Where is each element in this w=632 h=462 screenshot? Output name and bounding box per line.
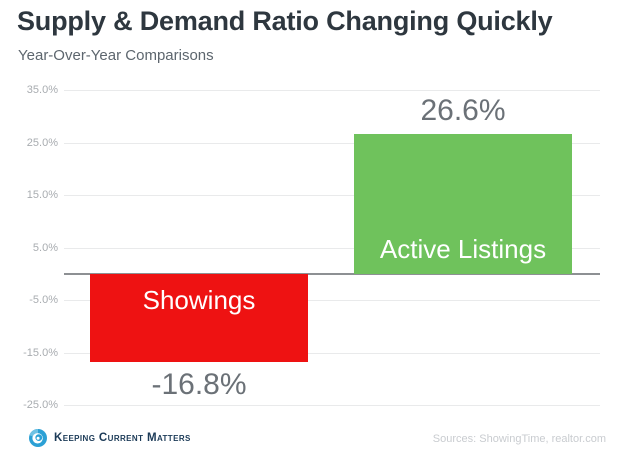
kcm-logo: Keeping Current Matters — [29, 429, 191, 447]
y-gridline — [64, 300, 600, 301]
bar-value-label-showings: -16.8% — [151, 368, 247, 401]
bar-category-label-active-listings: Active Listings — [379, 234, 547, 264]
bar-showings: Showings — [90, 274, 308, 362]
bar-value-label-active-listings: 26.6% — [420, 94, 506, 127]
y-gridline — [64, 195, 600, 196]
y-gridline — [64, 143, 600, 144]
page-title: Supply & Demand Ratio Changing Quickly — [17, 6, 553, 36]
kcm-swirl-icon — [29, 429, 47, 447]
y-axis-tick-label: 15.0% — [26, 189, 58, 201]
y-axis-tick-label: -15.0% — [23, 347, 58, 359]
page-subtitle: Year-Over-Year Comparisons — [18, 47, 214, 64]
bar-category-label-showings: Showings — [142, 285, 256, 315]
y-gridline — [64, 248, 600, 249]
y-gridline — [64, 405, 600, 406]
x-axis-zero-line — [64, 273, 600, 275]
y-axis-tick-label: -5.0% — [29, 294, 58, 306]
sources-text: Sources: ShowingTime, realtor.com — [432, 433, 606, 445]
y-axis-tick-label: -25.0% — [23, 399, 58, 411]
y-axis-tick-label: 25.0% — [26, 137, 58, 149]
y-axis-tick-label: 5.0% — [32, 242, 58, 254]
y-gridline — [64, 353, 600, 354]
kcm-logo-text: Keeping Current Matters — [54, 432, 191, 444]
y-axis-tick-label: 35.0% — [26, 84, 58, 96]
bar-active-listings: Active Listings — [354, 134, 572, 274]
y-gridline — [64, 90, 600, 91]
